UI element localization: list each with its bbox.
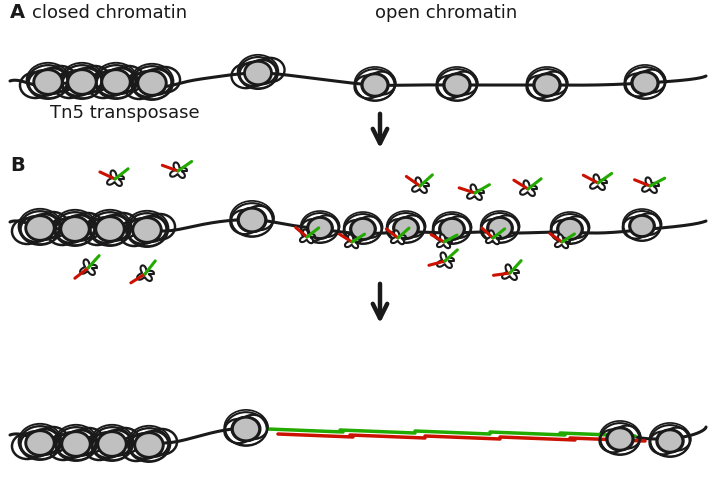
Polygon shape xyxy=(437,234,452,248)
Ellipse shape xyxy=(632,72,658,94)
Polygon shape xyxy=(170,162,187,178)
Text: open chromatin: open chromatin xyxy=(375,4,518,22)
Ellipse shape xyxy=(607,428,632,450)
Ellipse shape xyxy=(233,417,259,441)
Ellipse shape xyxy=(308,217,332,238)
Text: closed chromatin: closed chromatin xyxy=(32,4,187,22)
Polygon shape xyxy=(642,177,659,193)
Ellipse shape xyxy=(535,74,559,96)
Polygon shape xyxy=(107,170,124,186)
Ellipse shape xyxy=(34,70,62,94)
Ellipse shape xyxy=(98,432,126,456)
Polygon shape xyxy=(555,234,570,248)
Ellipse shape xyxy=(445,74,470,96)
Polygon shape xyxy=(502,265,519,280)
Ellipse shape xyxy=(133,217,161,242)
Ellipse shape xyxy=(102,70,130,94)
Ellipse shape xyxy=(488,217,512,238)
Ellipse shape xyxy=(394,217,418,238)
Ellipse shape xyxy=(138,71,166,95)
Ellipse shape xyxy=(351,218,375,239)
Polygon shape xyxy=(80,260,97,275)
Ellipse shape xyxy=(135,433,163,457)
Ellipse shape xyxy=(68,70,96,94)
Polygon shape xyxy=(391,230,406,244)
Polygon shape xyxy=(520,180,537,196)
Polygon shape xyxy=(486,230,501,244)
Text: B: B xyxy=(10,156,25,175)
Text: Tn5 transposase: Tn5 transposase xyxy=(50,104,200,122)
Ellipse shape xyxy=(657,430,683,452)
Polygon shape xyxy=(437,253,454,268)
Ellipse shape xyxy=(61,216,89,241)
Ellipse shape xyxy=(630,215,654,236)
Ellipse shape xyxy=(440,218,464,239)
Polygon shape xyxy=(467,184,484,200)
Ellipse shape xyxy=(245,61,272,85)
Polygon shape xyxy=(345,234,360,248)
Ellipse shape xyxy=(62,432,90,456)
Text: A: A xyxy=(10,3,25,22)
Ellipse shape xyxy=(26,431,55,455)
Polygon shape xyxy=(412,177,429,193)
Polygon shape xyxy=(300,229,315,243)
Polygon shape xyxy=(137,266,154,281)
Ellipse shape xyxy=(96,216,124,241)
Polygon shape xyxy=(590,174,607,190)
Ellipse shape xyxy=(238,208,265,231)
Ellipse shape xyxy=(26,215,55,240)
Ellipse shape xyxy=(362,74,388,96)
Ellipse shape xyxy=(558,218,582,239)
